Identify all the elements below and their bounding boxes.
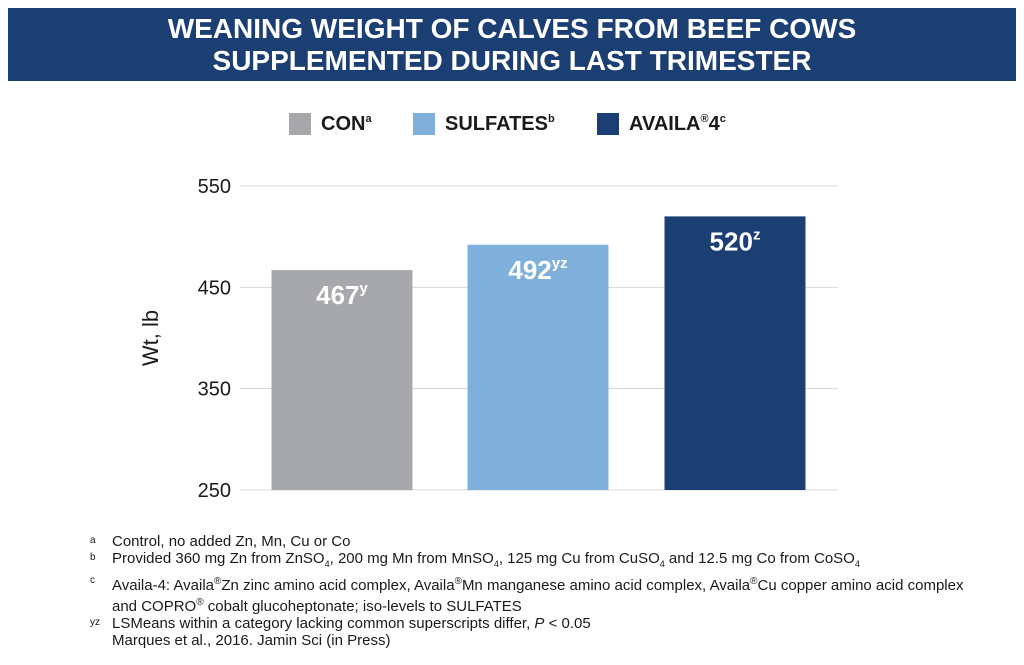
data-label: 467y [316,280,368,310]
data-label: 520z [710,226,761,256]
data-label: 492yz [508,255,567,285]
footnote-mark: c [90,575,95,586]
legend-item-availa: AVAILA®4c [597,110,726,138]
bar-sulfates [467,244,609,490]
legend-label-availa: AVAILA®4c [629,112,726,135]
footnote: yz LSMeans within a category lacking comm… [90,615,990,632]
bar-con [271,270,413,490]
legend-swatch-availa [597,113,619,135]
footnote-text: Control, no added Zn, Mn, Cu or Co [112,533,351,550]
footnote-text: LSMeans within a category lacking common… [112,615,591,632]
footnote-text: Provided 360 mg Zn from ZnSO4, 200 mg Mn… [112,550,860,569]
legend-item-con: CONa [289,110,372,138]
footnotes: a Control, no added Zn, Mn, Cu or Co b Prov… [90,533,990,649]
footnote-mark: b [90,552,96,563]
footnote-mark: yz [90,617,100,628]
legend-label-sulfates: SULFATESb [445,112,555,135]
footnote: a Control, no added Zn, Mn, Cu or Co [90,533,990,550]
legend-label-con: CONa [321,112,372,135]
chart-title-line-2: SUPPLEMENTED DURING LAST TRIMESTER [212,45,812,76]
footnote-text: Marques et al., 2016. Jamin Sci (in Pres… [112,632,391,649]
y-tick-label: 250 [198,480,231,502]
chart-title-line-1: WEANING WEIGHT OF CALVES FROM BEEF COWS [167,13,857,44]
y-tick-label: 550 [198,176,231,198]
footnote: b Provided 360 mg Zn from ZnSO4, 200 mg M… [90,550,990,573]
legend-swatch-con [289,113,311,135]
y-tick-label: 450 [198,277,231,299]
legend-swatch-sulfates [413,113,435,135]
chart-legend: CONa SULFATESb AVAILA®4c [0,110,1024,138]
y-tick-label: 350 [198,379,231,401]
footnote-mark: a [90,535,96,546]
y-axis-label: Wt, lb [138,310,163,366]
bar-chart: 250 350 450 550 Wt, lb 467y 492yz 520z [138,176,838,502]
footnote: Marques et al., 2016. Jamin Sci (in Pres… [90,632,990,649]
footnote: c Availa-4: Availa®Zn zinc amino acid com… [90,573,990,615]
bar-availa4 [664,216,806,490]
title-banner: WEANING WEIGHT OF CALVES FROM BEEF COWS … [8,8,1016,81]
legend-item-sulfates: SULFATESb [413,110,555,138]
footnote-text: Availa-4: Availa®Zn zinc amino acid comp… [112,576,964,615]
